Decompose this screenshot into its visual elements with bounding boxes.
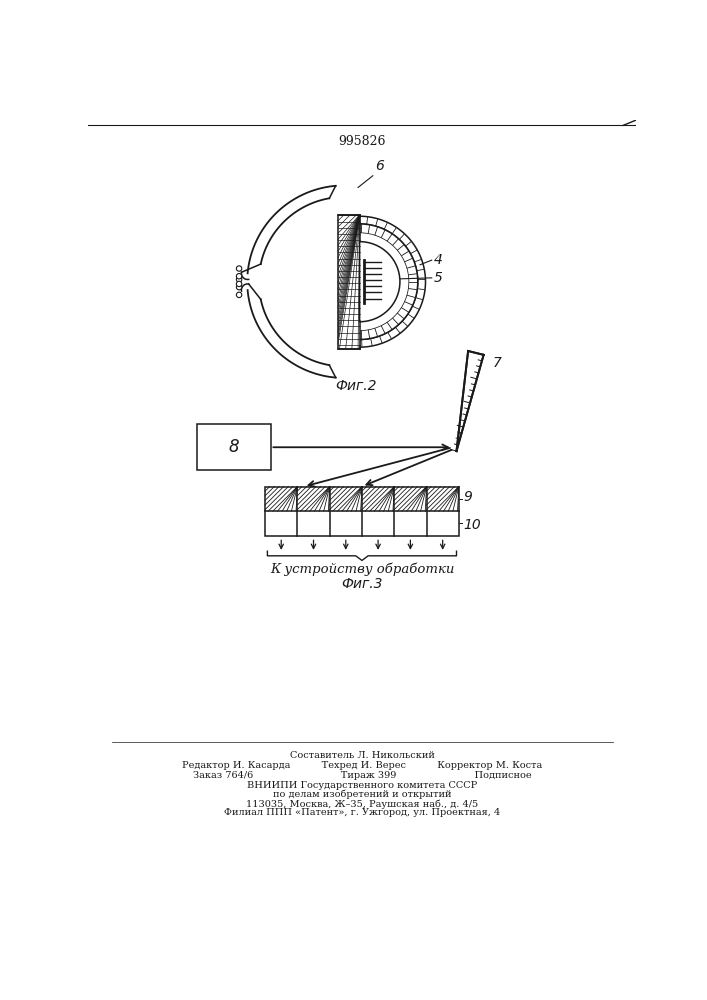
Text: 10: 10 — [464, 518, 481, 532]
Text: 6: 6 — [375, 159, 384, 173]
Text: 8: 8 — [228, 438, 239, 456]
Text: К устройству обработки: К устройству обработки — [270, 563, 454, 576]
Circle shape — [236, 281, 242, 287]
Text: по делам изобретений и открытий: по делам изобретений и открытий — [273, 790, 451, 799]
Text: 5: 5 — [433, 271, 442, 285]
Polygon shape — [360, 224, 418, 339]
Text: ВНИИПИ Государственного комитета СССР: ВНИИПИ Государственного комитета СССР — [247, 781, 477, 790]
Text: 113035, Москва, Ж–35, Раушская наб., д. 4/5: 113035, Москва, Ж–35, Раушская наб., д. … — [246, 799, 478, 809]
Text: 9: 9 — [464, 490, 472, 504]
Bar — [197, 424, 271, 470]
Circle shape — [236, 266, 242, 271]
Circle shape — [236, 292, 242, 298]
Circle shape — [236, 274, 242, 279]
Wedge shape — [360, 233, 409, 330]
Bar — [338, 215, 360, 349]
Wedge shape — [360, 242, 400, 322]
Text: Фиг.3: Фиг.3 — [341, 577, 382, 591]
Polygon shape — [360, 216, 426, 347]
Polygon shape — [457, 351, 484, 451]
Text: Фиг.2: Фиг.2 — [335, 379, 377, 393]
Text: Заказ 764/6                            Тираж 399                         Подписн: Заказ 764/6 Тираж 399 Подписн — [192, 771, 531, 780]
Text: Редактор И. Касарда          Техред И. Верес          Корректор М. Коста: Редактор И. Касарда Техред И. Верес Корр… — [182, 761, 542, 770]
Text: 7: 7 — [493, 356, 502, 370]
Text: Составитель Л. Никольский: Составитель Л. Никольский — [289, 751, 434, 760]
Text: 4: 4 — [433, 253, 442, 267]
Bar — [265, 487, 459, 536]
Text: Филиал ППП «Патент», г. Ужгород, ул. Проектная, 4: Филиал ППП «Патент», г. Ужгород, ул. Про… — [224, 808, 500, 817]
Circle shape — [236, 277, 242, 282]
Text: 995826: 995826 — [338, 135, 386, 148]
Circle shape — [236, 284, 242, 290]
